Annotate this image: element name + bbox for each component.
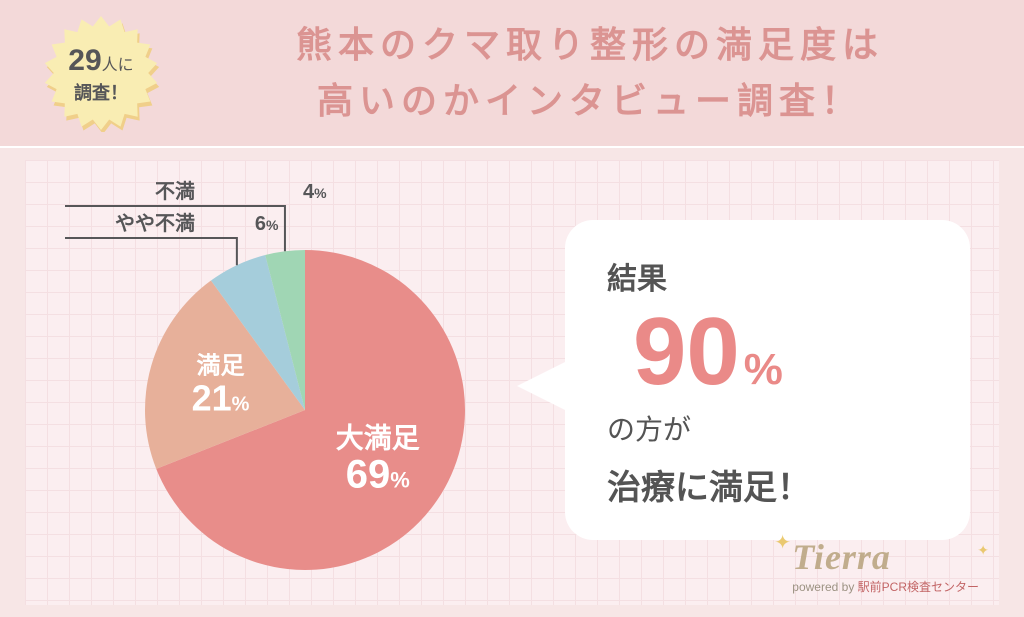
svg-text:不満: 不満	[155, 180, 195, 203]
svg-text:6%: 6%	[255, 213, 279, 235]
svg-text:大満足: 大満足	[336, 422, 420, 453]
badge-line2: 調査！	[68, 82, 133, 105]
svg-text:満足: 満足	[196, 352, 244, 379]
pie-chart: 大満足69%満足21%不満4%やや不満6%	[135, 210, 475, 550]
survey-badge: 29人に 調査！	[42, 14, 160, 132]
page-title: 熊本のクマ取り整形の満足度は 高いのかインタビュー調査！	[200, 17, 980, 129]
badge-line1: 29人に	[68, 42, 133, 80]
brand-subtitle: powered by 駅前PCR検査センター	[792, 578, 979, 595]
sparkle-icon: ✦	[774, 530, 791, 555]
result-label: 結果	[607, 254, 932, 298]
brand-name: Tierra	[792, 536, 979, 578]
result-sub2: 治療に満足！	[607, 460, 932, 509]
result-percentage: 90%	[633, 304, 932, 400]
result-speech-bubble: 結果 90% の方が 治療に満足！	[565, 220, 970, 540]
svg-text:やや不満: やや不満	[115, 212, 195, 235]
header: 29人に 調査！ 熊本のクマ取り整形の満足度は 高いのかインタビュー調査！	[0, 0, 1024, 148]
sparkle-icon: ✦	[977, 542, 989, 559]
svg-text:4%: 4%	[303, 181, 327, 203]
brand-watermark: ✦ ✦ Tierra powered by 駅前PCR検査センター	[792, 536, 979, 595]
result-sub1: の方が	[607, 408, 932, 448]
chart-area: 大満足69%満足21%不満4%やや不満6% 結果 90% の方が 治療に満足！ …	[25, 160, 999, 605]
